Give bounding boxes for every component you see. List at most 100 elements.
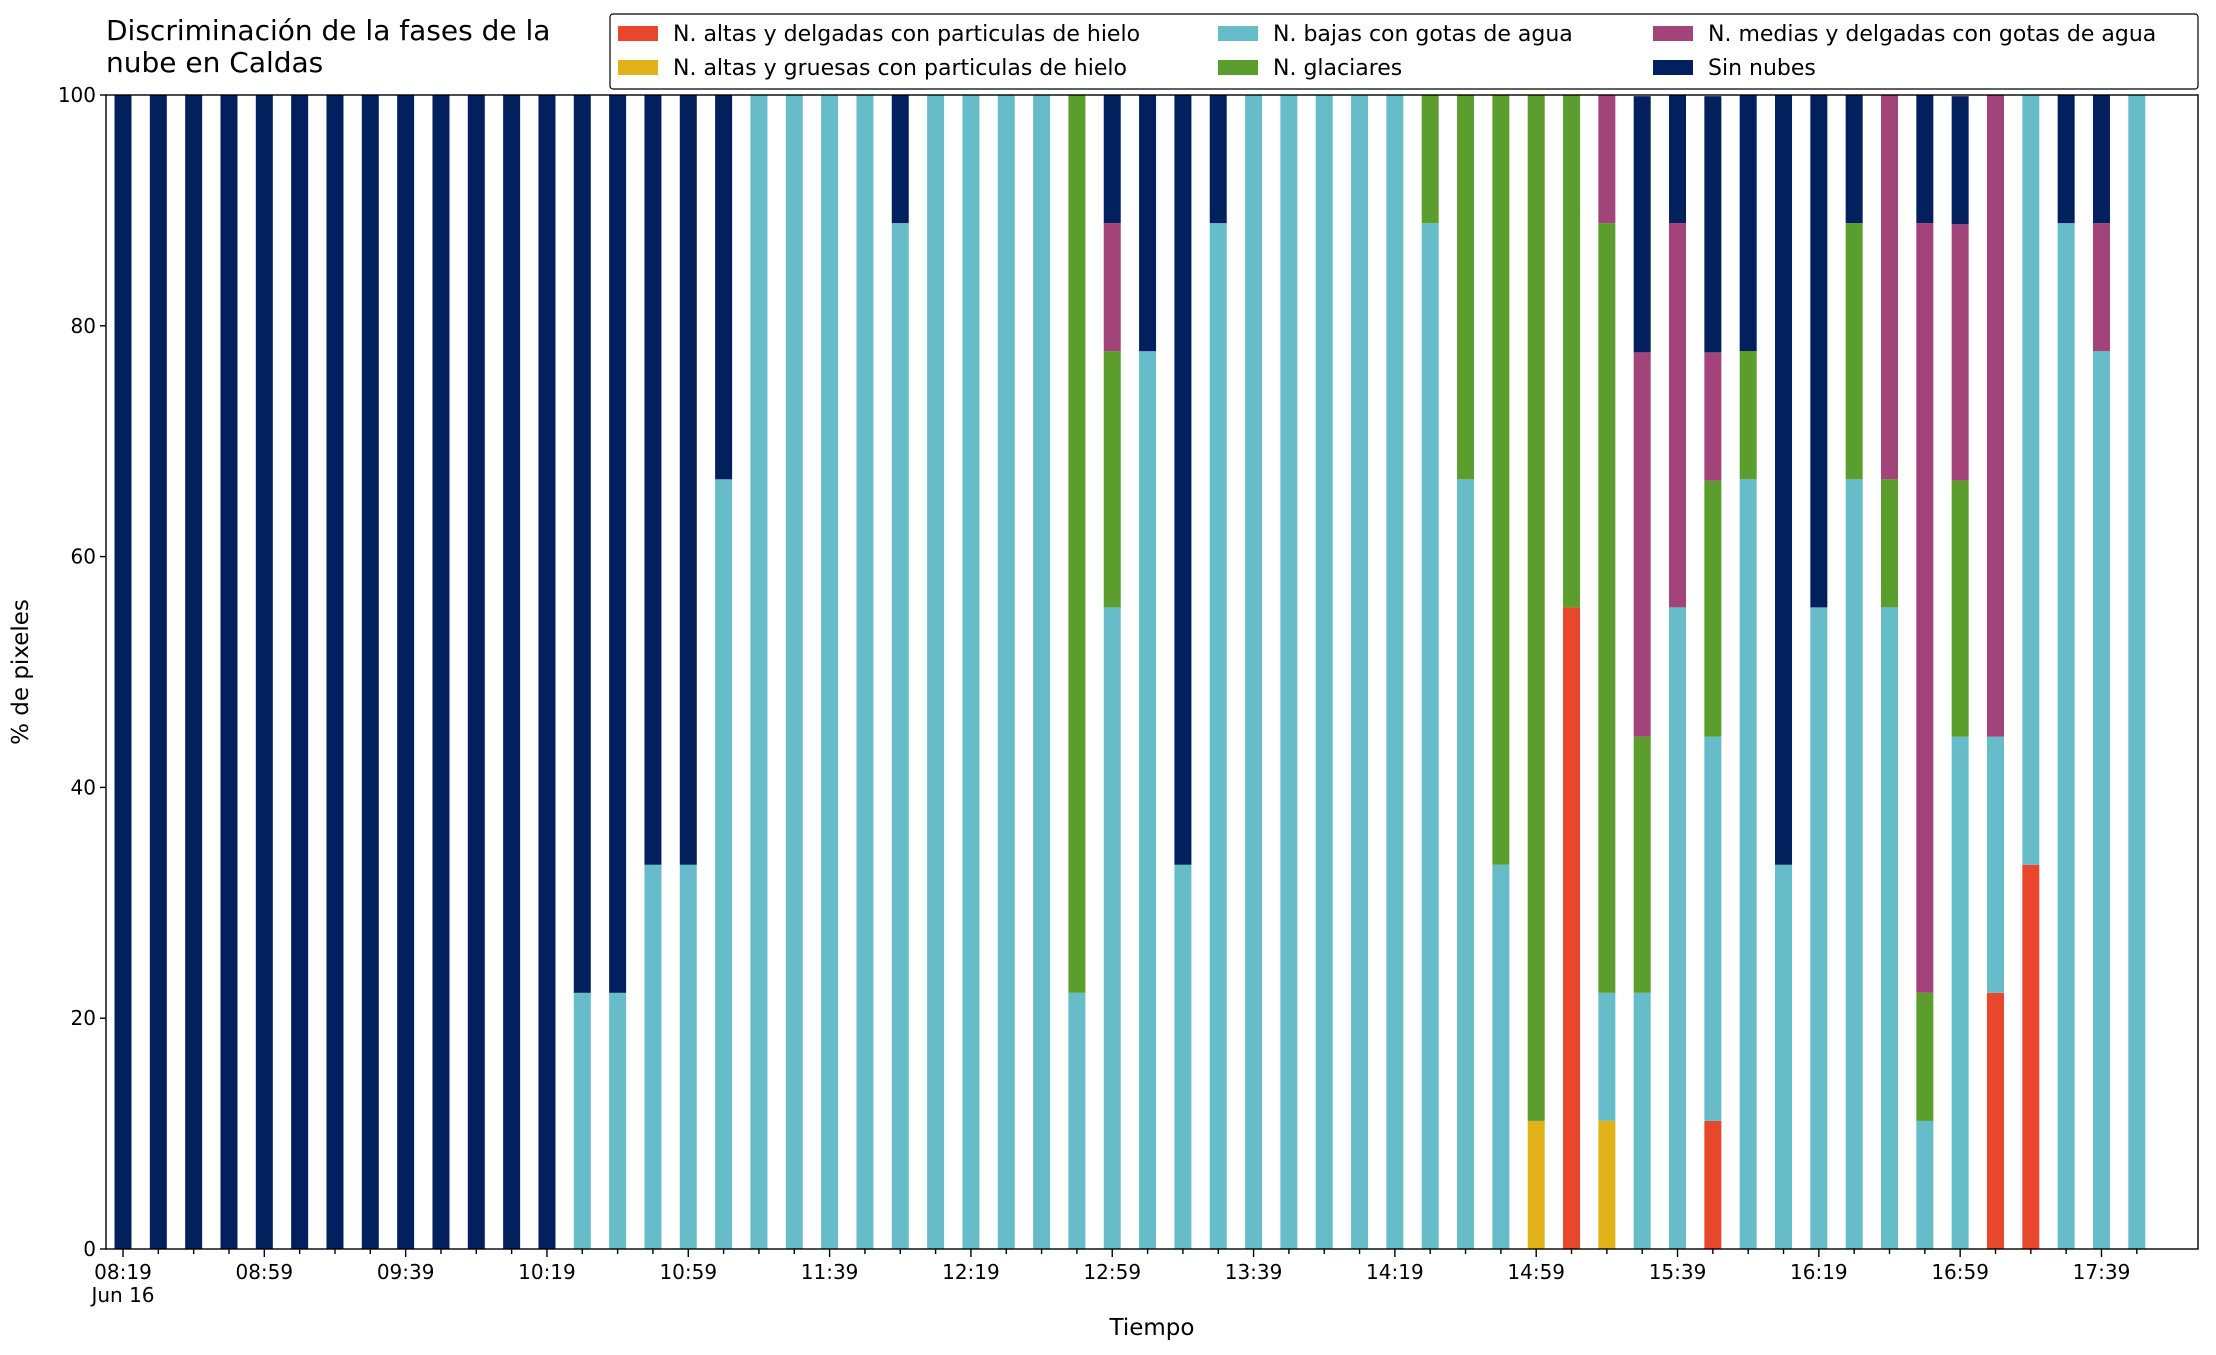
bar-segment <box>1174 95 1192 865</box>
bar-segment <box>185 95 203 1249</box>
x-tick-label: 12:59 <box>1083 1260 1141 1284</box>
bar-segment <box>1280 95 1298 1249</box>
bar-segment <box>1669 95 1687 224</box>
bar-segment <box>1775 95 1793 865</box>
bar-segment <box>1739 351 1757 480</box>
bar-segment <box>1810 607 1828 1249</box>
x-tick-label: 14:59 <box>1507 1260 1565 1284</box>
bar-segment <box>1986 95 2004 737</box>
bar-segment <box>1951 736 1969 1249</box>
bar-segment <box>856 95 874 1249</box>
legend-label: Sin nubes <box>1708 56 1816 81</box>
bar-segment <box>1598 223 1616 993</box>
bar-segment <box>1916 95 1934 224</box>
x-tick-label: 09:39 <box>377 1260 435 1284</box>
bar-segment <box>1633 352 1651 737</box>
bar-segment <box>2022 864 2040 1249</box>
bar-segment <box>1951 224 1969 481</box>
bar-segment <box>1669 607 1687 1249</box>
bar-segment <box>573 95 591 993</box>
bar-segment <box>1598 1120 1616 1249</box>
bar-segment <box>1174 864 1192 1249</box>
x-tick-label: 10:19 <box>518 1260 576 1284</box>
bar-segment <box>891 95 909 224</box>
legend-label: N. altas y gruesas con particulas de hie… <box>673 56 1127 81</box>
bar-segment <box>1563 95 1581 608</box>
bar-segment <box>149 95 167 1249</box>
bar-segment <box>1739 95 1757 352</box>
bar-segment <box>573 992 591 1249</box>
legend-swatch <box>1653 26 1693 41</box>
bar-segment <box>432 95 450 1249</box>
bar-segment <box>1068 992 1086 1249</box>
bar-segment <box>1881 607 1898 1249</box>
legend-swatch <box>1653 60 1693 75</box>
bar-segment <box>2092 223 2110 352</box>
bar-segment <box>1245 95 1263 1249</box>
bar-segment <box>609 95 627 993</box>
legend-swatch <box>618 60 658 75</box>
bar-segment <box>997 95 1015 1249</box>
bar-segment <box>114 95 132 1249</box>
bar-segment <box>821 95 839 1249</box>
bar-segment <box>538 95 556 1249</box>
bar-segment <box>1139 351 1157 1249</box>
bar-segment <box>750 95 768 1249</box>
legend-frame <box>609 13 2199 90</box>
bar-segment <box>1598 992 1616 1121</box>
legend-label: N. altas y delgadas con particulas de hi… <box>673 22 1140 47</box>
bar-segment <box>1951 480 1969 737</box>
x-tick-label: 14:19 <box>1366 1260 1424 1284</box>
bar-segment <box>397 95 415 1249</box>
bar-segment <box>1704 96 1722 353</box>
bar-segment <box>1669 223 1687 608</box>
bar-segment <box>1881 95 1898 480</box>
legend-label: N. medias y delgadas con gotas de agua <box>1708 22 2156 47</box>
bar-segment <box>1351 95 1369 1249</box>
bar-segment <box>891 223 909 1249</box>
bar-segment <box>1103 351 1121 608</box>
legend-label: N. bajas con gotas de agua <box>1273 22 1573 47</box>
x-axis-label: Tiempo <box>1109 1315 1195 1341</box>
x-tick-label: 12:19 <box>942 1260 1000 1284</box>
bar-segment <box>1209 223 1227 1249</box>
bar-segment <box>1492 864 1510 1249</box>
bar-segment <box>1704 1120 1722 1249</box>
bar-segment <box>1421 95 1439 224</box>
legend-swatch <box>1218 26 1258 41</box>
bar-segment <box>679 95 697 865</box>
x-tick-label: 17:39 <box>2073 1260 2131 1284</box>
x-tick-label: 15:39 <box>1649 1260 1707 1284</box>
y-tick-label: 80 <box>71 314 96 338</box>
bar-segment <box>467 95 485 1249</box>
y-tick-label: 0 <box>83 1237 96 1261</box>
x-tick-label: 11:39 <box>801 1260 859 1284</box>
bar-segment <box>1916 223 1934 993</box>
legend-label: N. glaciares <box>1273 56 1402 81</box>
bar-segment <box>1986 992 2004 1249</box>
bar-segment <box>1704 736 1722 1121</box>
bar-segment <box>503 95 521 1249</box>
bar-segment <box>2057 95 2075 224</box>
bar-segment <box>1103 95 1121 224</box>
bar-segment <box>1739 479 1757 1250</box>
legend: N. altas y delgadas con particulas de hi… <box>609 13 2199 90</box>
y-tick-label: 100 <box>58 83 96 107</box>
bar-segment <box>1810 95 1828 608</box>
bar-segment <box>1633 992 1651 1249</box>
bar-segment <box>361 95 379 1249</box>
bar-segment <box>1492 95 1510 865</box>
bar-segment <box>927 95 945 1249</box>
bar-segment <box>1633 96 1651 353</box>
plot-frame <box>105 94 2199 1250</box>
bar-segment <box>1775 864 1793 1249</box>
bar-segment <box>1457 479 1475 1250</box>
bar-segment <box>1916 1120 1934 1249</box>
bar-segment <box>644 864 662 1249</box>
bar-segment <box>2092 351 2110 1249</box>
y-tick-label: 40 <box>71 775 96 799</box>
bar-segment <box>1068 95 1086 993</box>
bar-segment <box>715 479 733 1250</box>
bar-segment <box>1421 223 1439 1249</box>
